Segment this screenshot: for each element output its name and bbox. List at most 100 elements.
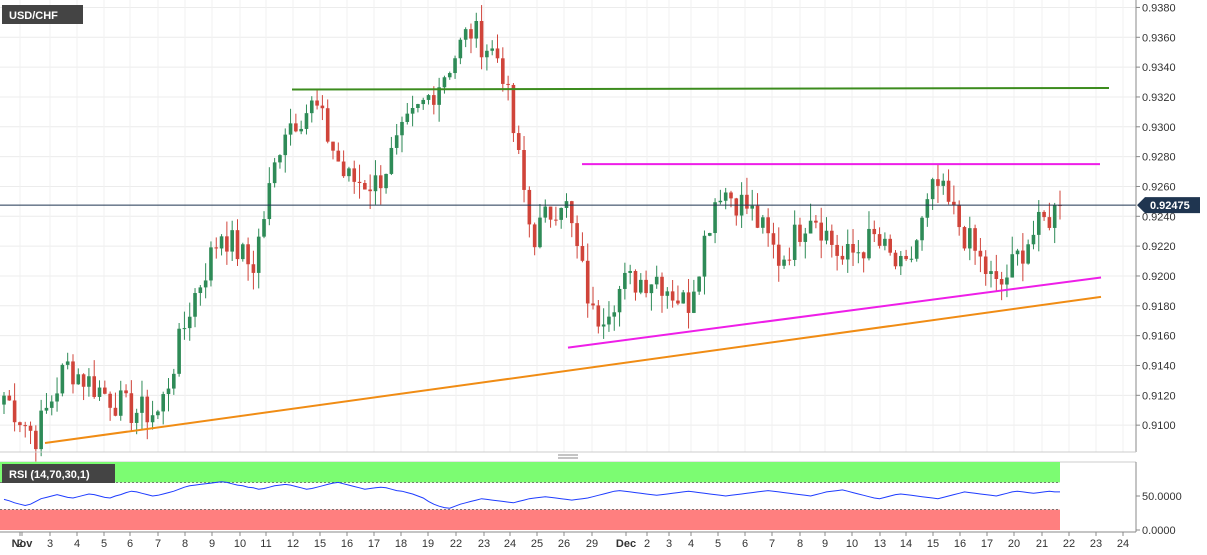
- candle-body: [134, 412, 139, 423]
- candle-body: [766, 217, 770, 234]
- candle-body: [421, 99, 426, 105]
- y-tick-label: 0.9120: [1142, 390, 1176, 402]
- x-tick-label: 3: [666, 538, 672, 550]
- candle-body: [899, 255, 903, 267]
- candle-body: [792, 224, 797, 260]
- candle-body: [341, 161, 346, 177]
- candle-body: [410, 107, 415, 114]
- candle-body: [394, 135, 399, 148]
- candle-body: [124, 390, 128, 394]
- candle-body: [734, 198, 739, 216]
- y-tick-label: 0.9360: [1142, 32, 1176, 44]
- x-tick-label: 15: [314, 538, 326, 550]
- x-tick-label: 3: [47, 538, 53, 550]
- candle-body: [665, 291, 670, 296]
- candle-body: [904, 255, 908, 260]
- candle-body: [288, 123, 293, 135]
- candle-body: [532, 224, 537, 248]
- y-tick-label: 0.9100: [1142, 420, 1176, 432]
- candle-body: [633, 270, 638, 293]
- x-tick-label: 4: [688, 538, 694, 550]
- y-tick-label: 0.9200: [1142, 271, 1176, 283]
- rsi-overbought-zone: [0, 462, 1060, 483]
- candle-body: [447, 73, 452, 78]
- candle-body: [617, 288, 622, 313]
- candle-body: [585, 260, 590, 304]
- candle-body: [384, 173, 388, 189]
- y-tick-label: 0.9180: [1142, 301, 1176, 313]
- candle-body: [713, 202, 717, 234]
- candle-body: [108, 393, 112, 408]
- candle-body: [707, 233, 712, 236]
- candle-body: [771, 233, 776, 245]
- candle-body: [320, 105, 325, 109]
- candle-body: [156, 411, 160, 416]
- candle-body: [676, 300, 680, 304]
- candle-body: [697, 276, 701, 292]
- candle-body: [941, 180, 946, 186]
- candle-body: [246, 244, 250, 265]
- candle-body: [580, 246, 585, 261]
- current-price-text: 0.92475: [1150, 200, 1190, 212]
- x-tick-label: 21: [1036, 538, 1048, 550]
- candle-body: [548, 206, 553, 220]
- candle-body: [458, 39, 463, 59]
- candle-body: [745, 194, 749, 209]
- candle-body: [798, 224, 802, 242]
- candle-body: [628, 270, 632, 273]
- x-tick-label: 22: [1063, 538, 1075, 550]
- candle-body: [1021, 250, 1025, 264]
- candle-body: [851, 244, 855, 253]
- candle-body: [28, 425, 33, 431]
- candle-body: [554, 219, 558, 221]
- candle-body: [564, 201, 569, 208]
- candle-body: [723, 192, 728, 201]
- candle-body: [97, 387, 102, 397]
- candle-body: [267, 183, 272, 220]
- x-tick-label: 11: [260, 538, 271, 550]
- candle-body: [946, 180, 951, 202]
- x-tick-label: 20: [1008, 538, 1020, 550]
- candle-body: [309, 100, 314, 114]
- candle-body: [103, 387, 107, 394]
- rsi-tick-label: 50.0000: [1142, 491, 1182, 503]
- candle-body: [230, 230, 234, 252]
- candle-body: [304, 113, 309, 129]
- candle-body: [612, 312, 617, 317]
- candle-body: [511, 84, 516, 134]
- candle-body: [755, 205, 760, 228]
- candle-body: [983, 256, 988, 274]
- candle-body: [1015, 250, 1020, 255]
- candle-body: [129, 393, 134, 423]
- candle-body: [219, 236, 224, 249]
- candle-body: [426, 95, 431, 100]
- candle-body: [654, 276, 659, 285]
- x-tick-label: 22: [450, 538, 462, 550]
- candle-body: [198, 287, 203, 294]
- candle-body: [681, 292, 686, 304]
- candle-body: [649, 284, 654, 294]
- x-tick-label: 9: [209, 538, 215, 550]
- y-tick-label: 0.9220: [1142, 241, 1176, 253]
- y-tick-label: 0.9380: [1142, 2, 1176, 14]
- x-tick-label: 18: [395, 538, 407, 550]
- candle-body: [485, 50, 489, 58]
- x-tick-label: 17: [981, 538, 993, 550]
- candle-body: [883, 238, 887, 246]
- y-tick-label: 0.9280: [1142, 152, 1176, 164]
- candle-body: [240, 244, 245, 260]
- resistance-line: [291, 87, 1110, 91]
- rsi-label: RSI (14,70,30,1): [2, 464, 115, 483]
- candle-body: [761, 217, 765, 228]
- candle-body: [835, 244, 839, 256]
- candle-body: [235, 230, 240, 260]
- candle-body: [522, 149, 526, 190]
- candle-body: [71, 361, 75, 385]
- x-tick-label: 14: [900, 538, 912, 550]
- candle-body: [357, 181, 362, 184]
- candle-body: [644, 279, 648, 294]
- grid-main: [0, 0, 1136, 452]
- panel-divider-handle[interactable]: [558, 454, 578, 459]
